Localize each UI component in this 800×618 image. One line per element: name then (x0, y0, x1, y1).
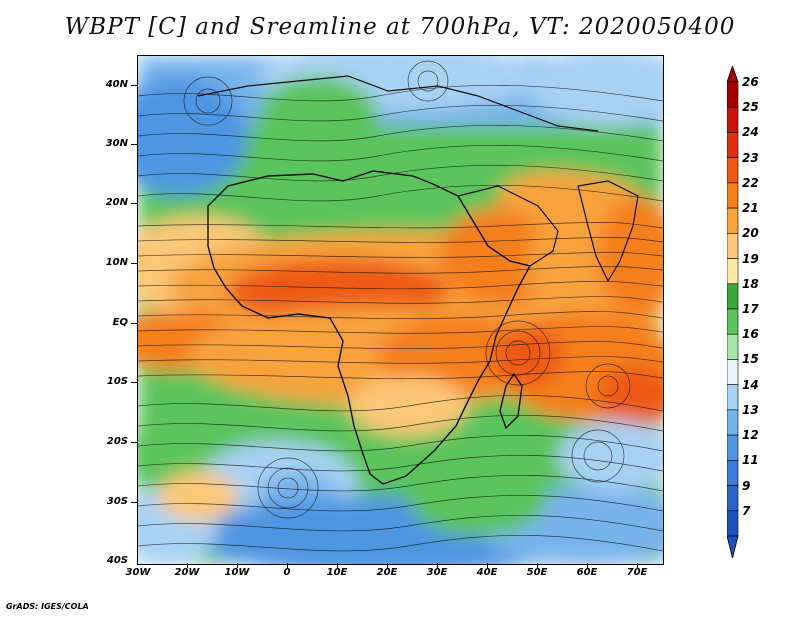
colorbar-swatch (727, 106, 739, 133)
lon-label-10w: 10W (224, 567, 250, 578)
colorbar-swatch (727, 283, 739, 310)
colorbar-label: 7 (742, 503, 751, 518)
lat-label-eq: EQ (112, 317, 128, 328)
lon-label-30w: 30W (125, 567, 151, 578)
colorbar-swatch (727, 409, 739, 436)
colorbar-arrow-bottom (727, 535, 739, 559)
lat-label-40s: 40S (106, 555, 128, 566)
lat-label-10n: 10N (105, 257, 128, 268)
colorbar-label: 17 (742, 302, 759, 316)
colorbar-swatch (727, 485, 739, 512)
lat-tick (131, 144, 137, 145)
colorbar-swatch (727, 510, 739, 537)
colorbar-label: 11 (742, 453, 759, 468)
colorbar-label: 24 (742, 125, 759, 140)
colorbar-swatch (727, 182, 739, 209)
lat-label-30n: 30N (105, 138, 128, 149)
lon-tick (487, 563, 488, 568)
colorbar-label: 18 (742, 276, 759, 291)
colorbar-label: 20 (742, 226, 759, 241)
lon-label-0: 0 (283, 567, 291, 578)
colorbar-label: 22 (742, 175, 759, 190)
arabia-coastline (457, 185, 559, 267)
lon-tick (187, 563, 188, 568)
lat-label-10s: 10S (106, 376, 128, 387)
colorbar-swatch (727, 359, 739, 385)
lon-tick (537, 563, 538, 568)
lon-label-40e: 40E (476, 567, 498, 578)
colorbar-swatch (727, 157, 739, 184)
colorbar-swatch (727, 233, 739, 259)
streamlines (138, 60, 663, 552)
lon-tick (587, 563, 588, 568)
africa-coastline (207, 170, 532, 485)
lon-label-50e: 50E (526, 567, 548, 578)
lat-label-40n: 40N (105, 79, 128, 90)
colorbar-label: 16 (742, 327, 759, 342)
colorbar-swatch (727, 207, 739, 234)
colorbar-swatch (727, 434, 739, 461)
credit-text: GrADS: IGES/COLA (6, 602, 89, 611)
lon-label-70e: 70E (626, 567, 648, 578)
europe-coastline (197, 75, 599, 132)
map-title: WBPT [C] and Sreamline at 700hPa, VT: 20… (64, 14, 736, 40)
map-plot-area (137, 55, 664, 565)
lon-tick (337, 563, 338, 568)
colorbar-label: 9 (742, 478, 751, 493)
lon-label-30e: 30E (426, 567, 448, 578)
lat-tick (131, 323, 137, 324)
lat-tick (131, 382, 137, 383)
colorbar-swatch (727, 460, 739, 486)
colorbar-swatch (727, 308, 739, 335)
lon-tick (437, 563, 438, 568)
colorbar-label: 12 (742, 428, 759, 443)
lat-label-20n: 20N (105, 197, 128, 208)
lat-label-30s: 30S (106, 496, 128, 507)
lat-tick (131, 203, 137, 204)
colorbar-swatch (727, 333, 739, 360)
lon-tick (387, 563, 388, 568)
colorbar-label: 14 (742, 377, 759, 392)
colorbar-label: 21 (742, 201, 759, 216)
lat-tick (131, 263, 137, 264)
lon-label-10e: 10E (326, 567, 348, 578)
lon-tick (287, 563, 288, 568)
lon-label-60e: 60E (576, 567, 598, 578)
colorbar-label: 13 (742, 402, 759, 417)
colorbar-swatch (727, 258, 739, 285)
lon-label-20e: 20E (376, 567, 398, 578)
colorbar-label: 25 (742, 100, 759, 115)
colorbar-label: 15 (742, 352, 759, 367)
lat-tick (131, 502, 137, 503)
colorbar-label: 23 (742, 150, 759, 165)
colorbar-swatch (727, 81, 739, 108)
colorbar (727, 66, 739, 559)
lon-tick (237, 563, 238, 568)
colorbar-label: 19 (742, 251, 759, 266)
colorbar-swatch (727, 132, 739, 158)
wbpt-field (138, 56, 663, 564)
lat-tick (131, 442, 137, 443)
lon-label-20w: 20W (174, 567, 200, 578)
colorbar-swatch (727, 384, 739, 411)
lat-tick (131, 85, 137, 86)
madagascar-coastline (499, 372, 523, 430)
lon-tick (637, 563, 638, 568)
colorbar-arrow-top (727, 66, 739, 83)
india-coastline (577, 180, 639, 283)
colorbar-label: 26 (742, 75, 759, 89)
lat-label-20s: 20S (106, 436, 128, 447)
